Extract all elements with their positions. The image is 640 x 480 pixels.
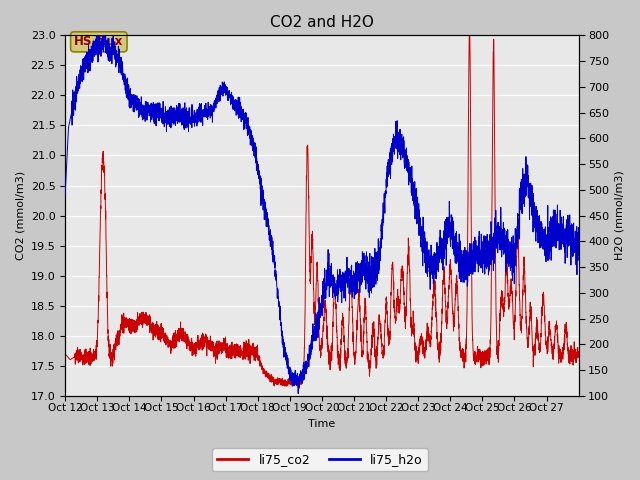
- Text: HS_flux: HS_flux: [74, 36, 124, 48]
- Title: CO2 and H2O: CO2 and H2O: [270, 15, 374, 30]
- Y-axis label: CO2 (mmol/m3): CO2 (mmol/m3): [15, 171, 25, 260]
- Y-axis label: H2O (mmol/m3): H2O (mmol/m3): [615, 171, 625, 261]
- Legend: li75_co2, li75_h2o: li75_co2, li75_h2o: [212, 448, 428, 471]
- X-axis label: Time: Time: [308, 419, 335, 429]
